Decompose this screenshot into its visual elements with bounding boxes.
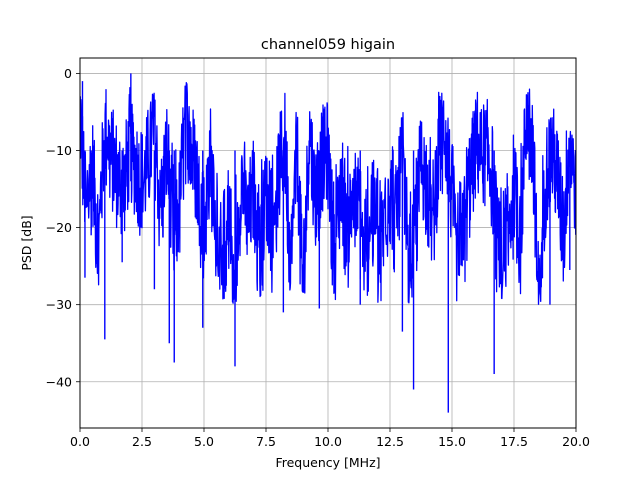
x-tick-label: 2.5	[132, 434, 152, 449]
y-tick-label: −40	[46, 374, 72, 389]
chart-title: channel059 higain	[261, 37, 395, 53]
x-axis-label: Frequency [MHz]	[275, 455, 380, 470]
x-tick-label: 5.0	[194, 434, 214, 449]
x-tick-label: 20.0	[562, 434, 590, 449]
y-axis-label: PSD [dB]	[19, 215, 34, 270]
psd-series-spikes	[81, 73, 571, 413]
x-tick-label: 0.0	[70, 434, 90, 449]
y-tick-label: 0	[64, 66, 72, 81]
x-tick-label: 17.5	[500, 434, 528, 449]
y-tick-label: −20	[46, 220, 72, 235]
x-tick-label: 10.0	[314, 434, 342, 449]
x-tick-label: 12.5	[376, 434, 404, 449]
x-axis-ticks: 0.0 2.5 5.0 7.5 10.0 12.5 15.0 17.5 20.0	[70, 428, 590, 449]
y-tick-label: −30	[46, 297, 72, 312]
y-tick-label: −10	[46, 143, 72, 158]
psd-series-line	[80, 82, 576, 305]
x-tick-label: 15.0	[438, 434, 466, 449]
y-axis-ticks: 0 −10 −20 −30 −40	[46, 66, 80, 389]
x-tick-label: 7.5	[256, 434, 276, 449]
